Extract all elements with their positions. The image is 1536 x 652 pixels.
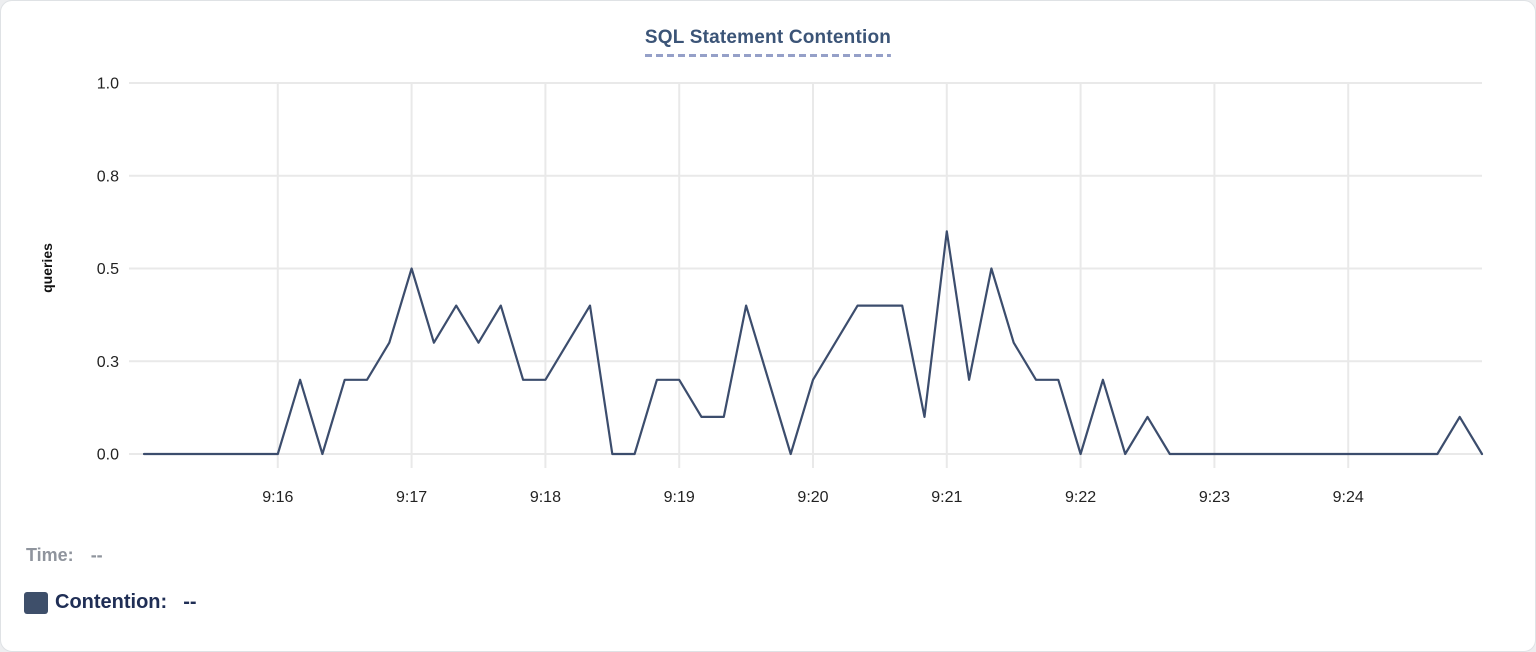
tooltip-time-label: Time: — [26, 545, 74, 565]
tooltip-time-value: -- — [90, 545, 103, 565]
x-tick-label: 9:17 — [396, 489, 427, 506]
x-tick-label: 9:20 — [797, 489, 828, 506]
legend-item-contention[interactable]: Contention: -- — [24, 591, 197, 614]
y-tick-label: 0.8 — [97, 168, 119, 185]
chart-title-text: SQL Statement Contention — [644, 27, 892, 48]
y-tick-label: 1.0 — [97, 76, 119, 93]
title-dashed-underline — [644, 54, 892, 57]
x-tick-label: 9:23 — [1199, 489, 1230, 506]
tooltip-time-row: Time: -- — [24, 545, 197, 566]
plot-area[interactable] — [144, 83, 1482, 454]
contention-series-line — [142, 230, 1484, 456]
chart-tooltip-readout: Time: -- Contention: -- — [24, 545, 197, 614]
x-tick-label: 9:19 — [664, 489, 695, 506]
x-tick-label: 9:18 — [530, 489, 561, 506]
y-tick-label: 0.3 — [97, 354, 119, 371]
legend-contention-value: -- — [183, 591, 197, 613]
x-tick-label: 9:16 — [262, 489, 293, 506]
chart-title[interactable]: SQL Statement Contention — [644, 27, 892, 57]
y-tick-label: 0.5 — [97, 261, 119, 278]
contention-color-swatch — [24, 591, 48, 614]
y-tick-label: 0.0 — [97, 447, 119, 464]
x-tick-label: 9:24 — [1333, 489, 1364, 506]
legend-contention-label: Contention: — [55, 591, 168, 613]
x-tick-label: 9:22 — [1065, 489, 1096, 506]
x-tick-label: 9:21 — [931, 489, 962, 506]
